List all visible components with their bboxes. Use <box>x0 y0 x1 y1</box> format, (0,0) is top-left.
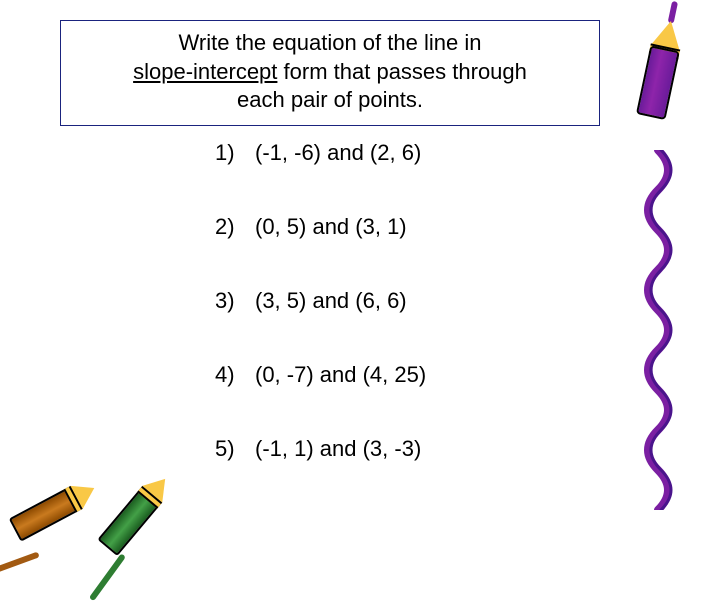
problem-text: (-1, 1) and (3, -3) <box>255 436 421 462</box>
problem-number: 1) <box>215 140 255 166</box>
problem-text: (0, -7) and (4, 25) <box>255 362 426 388</box>
problem-number: 5) <box>215 436 255 462</box>
title-line3: each pair of points. <box>237 87 423 112</box>
title-box: Write the equation of the line in slope-… <box>60 20 600 126</box>
problems-list: 1) (-1, -6) and (2, 6) 2) (0, 5) and (3,… <box>215 140 426 510</box>
crayon-icon <box>93 467 181 562</box>
problem-number: 3) <box>215 288 255 314</box>
crayon-icon <box>6 471 104 549</box>
problem-item: 1) (-1, -6) and (2, 6) <box>215 140 426 166</box>
title-line1: Write the equation of the line in <box>179 30 482 55</box>
problem-item: 2) (0, 5) and (3, 1) <box>215 214 426 240</box>
problem-text: (3, 5) and (6, 6) <box>255 288 407 314</box>
crayon-icon <box>632 15 690 121</box>
title-line2-rest: form that passes through <box>277 59 526 84</box>
problem-number: 2) <box>215 214 255 240</box>
problem-item: 3) (3, 5) and (6, 6) <box>215 288 426 314</box>
problem-item: 5) (-1, 1) and (3, -3) <box>215 436 426 462</box>
problem-text: (0, 5) and (3, 1) <box>255 214 407 240</box>
problem-text: (-1, -6) and (2, 6) <box>255 140 421 166</box>
squiggle-icon <box>638 150 678 510</box>
problem-number: 4) <box>215 362 255 388</box>
title-underlined: slope-intercept <box>133 59 277 84</box>
problem-item: 4) (0, -7) and (4, 25) <box>215 362 426 388</box>
